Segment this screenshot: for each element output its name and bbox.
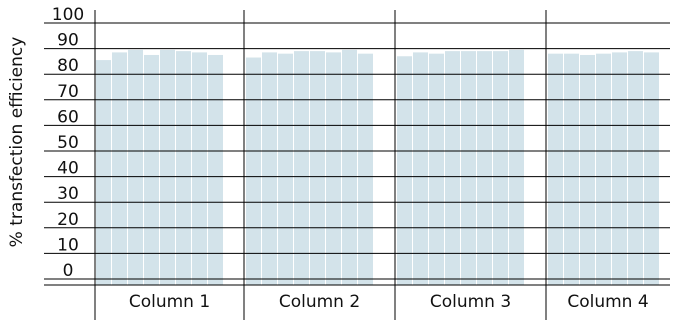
bar-3-6 bbox=[477, 51, 492, 286]
y-tick-label-20: 20 bbox=[57, 210, 79, 230]
bar-3-7 bbox=[493, 51, 508, 286]
bar-1-4 bbox=[144, 54, 159, 286]
y-tick-label-90: 90 bbox=[57, 31, 79, 51]
bar-4-2 bbox=[564, 53, 579, 286]
y-tick-label-100: 100 bbox=[52, 5, 84, 25]
bar-2-4 bbox=[294, 51, 309, 286]
bars-layer bbox=[96, 49, 659, 286]
y-tick-label-80: 80 bbox=[57, 56, 79, 76]
gridlines-layer bbox=[44, 10, 670, 320]
bar-2-6 bbox=[326, 52, 341, 286]
bar-3-8 bbox=[509, 49, 524, 286]
y-tick-label-50: 50 bbox=[57, 133, 79, 153]
y-tick-label-10: 10 bbox=[57, 235, 79, 255]
y-tick-label-70: 70 bbox=[57, 82, 79, 102]
bar-3-4 bbox=[445, 51, 460, 286]
bar-1-2 bbox=[112, 52, 127, 286]
y-tick-label-40: 40 bbox=[57, 159, 79, 179]
bar-4-4 bbox=[596, 53, 611, 286]
y-tick-label-0: 0 bbox=[63, 261, 74, 281]
x-category-labels: Column 1 Column 2 Column 3 Column 4 bbox=[129, 292, 649, 312]
bar-2-2 bbox=[262, 52, 277, 286]
y-tick-label-60: 60 bbox=[57, 107, 79, 127]
bar-2-3 bbox=[278, 53, 293, 286]
bar-2-8 bbox=[358, 53, 373, 286]
bar-4-3 bbox=[580, 54, 595, 286]
y-axis-label: % transfection efficiency bbox=[7, 37, 27, 248]
bar-1-8 bbox=[208, 54, 223, 286]
category-label-1: Column 1 bbox=[129, 292, 210, 312]
bar-3-5 bbox=[461, 51, 476, 286]
bar-3-1 bbox=[397, 56, 412, 285]
bar-4-7 bbox=[644, 52, 659, 286]
y-tick-label-30: 30 bbox=[57, 184, 79, 204]
bar-1-1 bbox=[96, 60, 111, 285]
bar-1-7 bbox=[192, 52, 207, 286]
bar-1-6 bbox=[176, 51, 191, 286]
y-tick-labels: 0 10 20 30 40 50 60 70 80 90 100 bbox=[52, 5, 84, 281]
bar-3-2 bbox=[413, 52, 428, 286]
category-label-4: Column 4 bbox=[567, 292, 648, 312]
bar-2-5 bbox=[310, 51, 325, 286]
bar-1-3 bbox=[128, 49, 143, 286]
bar-3-3 bbox=[429, 53, 444, 286]
bar-1-5 bbox=[160, 49, 175, 286]
bar-2-7 bbox=[342, 49, 357, 286]
category-label-2: Column 2 bbox=[279, 292, 360, 312]
bar-4-6 bbox=[628, 51, 643, 286]
category-label-3: Column 3 bbox=[430, 292, 511, 312]
bar-4-5 bbox=[612, 52, 627, 286]
bar-4-1 bbox=[548, 53, 563, 286]
bar-2-1 bbox=[246, 57, 261, 285]
